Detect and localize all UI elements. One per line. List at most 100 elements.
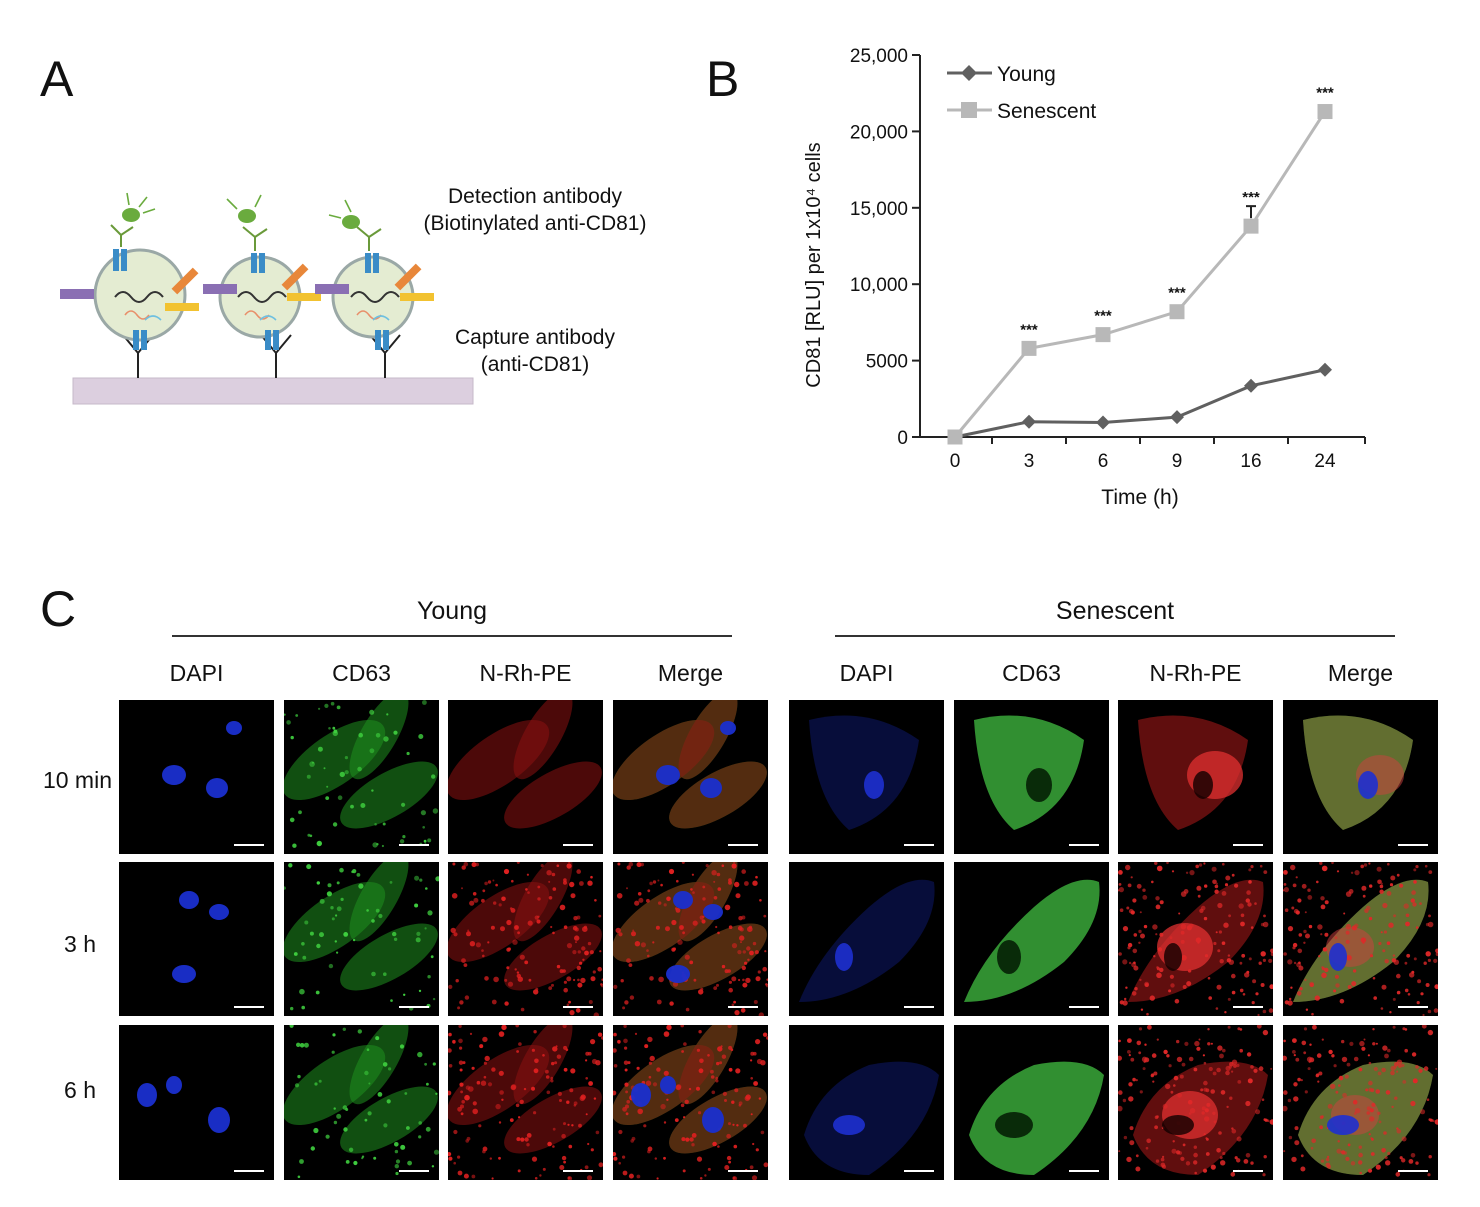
group-divider-young xyxy=(172,635,732,637)
capture-antibody-line2: (anti-CD81) xyxy=(480,353,590,376)
micrograph-young-nrhpe-6h xyxy=(448,1025,603,1180)
micrograph-young-merge-10min xyxy=(613,700,768,854)
series-line-young xyxy=(954,368,1326,439)
micrograph-young-dapi-10min xyxy=(119,700,274,854)
micrograph-senescent-nrhpe-3h xyxy=(1118,862,1273,1016)
scale-bar xyxy=(1069,1006,1099,1008)
scale-bar xyxy=(234,844,264,846)
x-tick-label: 0 xyxy=(950,451,961,472)
micrograph-senescent-cd63-3h xyxy=(954,862,1109,1016)
data-point-senescent xyxy=(1095,327,1111,343)
data-point-senescent xyxy=(1021,340,1037,356)
col-header-senescent-merge: Merge xyxy=(1327,660,1394,686)
y-axis-label: CD81 [RLU] per 1x10⁴ cells xyxy=(803,142,825,387)
col-header-senescent-dapi: DAPI xyxy=(839,660,894,686)
detection-antibody-line2: (Biotinylated anti-CD81) xyxy=(423,212,647,235)
row-label-3h: 3 h xyxy=(64,931,96,957)
scale-bar xyxy=(1398,1170,1428,1172)
data-point-young xyxy=(1318,362,1332,377)
data-point-young xyxy=(1022,414,1036,429)
scale-bar xyxy=(1233,844,1263,846)
micrograph-senescent-merge-10min xyxy=(1283,700,1438,854)
scale-bar xyxy=(728,1006,758,1008)
micrograph-young-dapi-3h xyxy=(119,862,274,1016)
scale-bar xyxy=(728,844,758,846)
group-title-young: Young xyxy=(417,597,487,625)
scale-bar xyxy=(234,1006,264,1008)
capture-plate xyxy=(72,377,474,405)
x-tick-label: 3 xyxy=(1024,451,1035,472)
row-label-10min: 10 min xyxy=(42,767,112,793)
micrograph-senescent-nrhpe-10min xyxy=(1118,700,1273,854)
scale-bar xyxy=(1069,1170,1099,1172)
cd81-line-chart: CD81 [RLU] per 1x10⁴ cells Time (h) 0 500… xyxy=(803,46,1366,509)
significance-marker: *** xyxy=(1094,308,1112,325)
x-tick-label: 16 xyxy=(1240,451,1261,472)
data-point-senescent xyxy=(947,429,963,445)
micrograph-senescent-dapi-3h xyxy=(789,862,944,1016)
legend-label-young: Young xyxy=(997,63,1056,86)
capture-antibody-line1: Capture antibody xyxy=(455,326,615,349)
significance-marker: *** xyxy=(1020,321,1038,338)
scale-bar xyxy=(234,1170,264,1172)
x-tick-label: 24 xyxy=(1314,451,1336,472)
significance-marker: *** xyxy=(1316,85,1334,102)
legend-marker-young xyxy=(961,65,977,81)
micrograph-young-merge-6h xyxy=(613,1025,768,1180)
col-header-young-nrhpe: N-Rh-PE xyxy=(479,660,572,686)
scale-bar xyxy=(1398,1006,1428,1008)
micrograph-young-cd63-3h xyxy=(284,862,439,1016)
micrograph-young-cd63-6h xyxy=(284,1025,439,1180)
data-point-senescent xyxy=(1243,218,1259,234)
legend-label-senescent: Senescent xyxy=(997,100,1096,123)
micrograph-young-nrhpe-10min xyxy=(448,700,603,854)
scale-bar xyxy=(563,1170,593,1172)
x-tick-label: 6 xyxy=(1098,451,1109,472)
micrograph-young-cd63-10min xyxy=(284,700,439,854)
scale-bar xyxy=(1233,1006,1263,1008)
x-tick-label: 9 xyxy=(1172,451,1183,472)
y-tick-label: 10,000 xyxy=(850,275,908,296)
detection-antibody-label: Detection antibody (Biotinylated anti-CD… xyxy=(405,183,665,237)
panel-c-letter: C xyxy=(40,581,77,637)
micrograph-senescent-nrhpe-6h xyxy=(1118,1025,1273,1180)
scale-bar xyxy=(399,1170,429,1172)
y-tick-label: 0 xyxy=(897,428,908,449)
elisa-schematic xyxy=(60,192,474,405)
micrograph-senescent-dapi-10min xyxy=(789,700,944,854)
micrograph-senescent-cd63-6h xyxy=(954,1025,1109,1180)
scale-bar xyxy=(563,1006,593,1008)
data-point-young xyxy=(1244,378,1258,393)
group-divider-senescent xyxy=(835,635,1395,637)
data-point-young xyxy=(1170,410,1184,425)
significance-marker: *** xyxy=(1242,189,1260,206)
scale-bar xyxy=(563,844,593,846)
row-label-6h: 6 h xyxy=(64,1077,96,1103)
scale-bar xyxy=(904,844,934,846)
scale-bar xyxy=(904,1170,934,1172)
micrograph-young-dapi-6h xyxy=(119,1025,274,1180)
scale-bar xyxy=(904,1006,934,1008)
capture-antibody-label: Capture antibody (anti-CD81) xyxy=(425,324,645,378)
significance-marker: *** xyxy=(1168,285,1186,302)
data-point-senescent xyxy=(1317,104,1333,120)
micrograph-senescent-cd63-10min xyxy=(954,700,1109,854)
y-tick-label: 25,000 xyxy=(850,46,908,67)
micrograph-young-merge-3h xyxy=(613,862,768,1016)
scale-bar xyxy=(728,1170,758,1172)
exosome-2 xyxy=(203,194,321,378)
group-title-senescent: Senescent xyxy=(1055,597,1175,625)
panel-a-letter: A xyxy=(40,51,74,107)
scale-bar xyxy=(1233,1170,1263,1172)
y-tick-label: 20,000 xyxy=(850,122,908,143)
scale-bar xyxy=(1069,844,1099,846)
micrograph-young-nrhpe-3h xyxy=(448,862,603,1016)
col-header-young-dapi: DAPI xyxy=(169,660,224,686)
data-point-young xyxy=(1096,415,1110,430)
y-tick-label: 5000 xyxy=(866,352,908,373)
scale-bar xyxy=(399,1006,429,1008)
col-header-young-cd63: CD63 xyxy=(332,660,391,686)
data-point-senescent xyxy=(1169,304,1185,320)
col-header-young-merge: Merge xyxy=(657,660,724,686)
exosome-3 xyxy=(315,199,434,378)
